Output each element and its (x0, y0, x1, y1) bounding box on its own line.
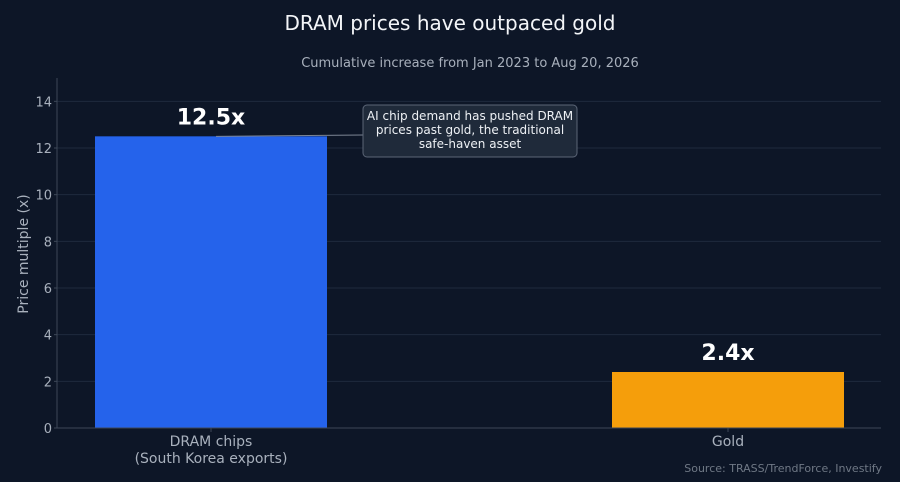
y-tick-label: 12 (35, 142, 52, 157)
data-label: 2.4x (701, 341, 754, 366)
x-category-label: DRAM chips (South Korea exports) (135, 434, 288, 467)
annotation-text: AI chip demand has pushed DRAM (367, 109, 573, 123)
y-axis-label: Price multiple (x) (16, 194, 32, 313)
source-note: Source: TRASS/TrendForce, Investify (684, 462, 882, 475)
y-tick-label: 0 (44, 422, 52, 437)
data-labels: 12.5x 2.4x (177, 105, 755, 366)
annotation-text: safe-haven asset (419, 137, 522, 151)
y-tick-label: 8 (44, 235, 52, 250)
y-axis-ticks: 0 2 4 6 8 10 12 14 (35, 95, 57, 437)
chart-title: DRAM prices have outpaced gold (284, 11, 615, 35)
y-tick-label: 6 (44, 282, 52, 297)
y-tick-label: 10 (35, 189, 52, 204)
annotation-box (362, 104, 578, 158)
x-axis-categories: DRAM chips (South Korea exports) Gold (135, 428, 744, 467)
y-tick-label: 4 (44, 329, 52, 344)
x-category-label: Gold (712, 434, 744, 450)
y-tick-label: 2 (44, 375, 52, 390)
chart-subtitle: Cumulative increase from Jan 2023 to Aug… (301, 56, 639, 71)
bar (612, 372, 844, 428)
annotation-leader-line (215, 134, 364, 137)
y-tick-label: 14 (35, 95, 52, 110)
bar (95, 136, 327, 429)
data-label: 12.5x (177, 105, 245, 130)
bars (95, 136, 844, 429)
annotation-text: prices past gold, the traditional (376, 123, 564, 137)
